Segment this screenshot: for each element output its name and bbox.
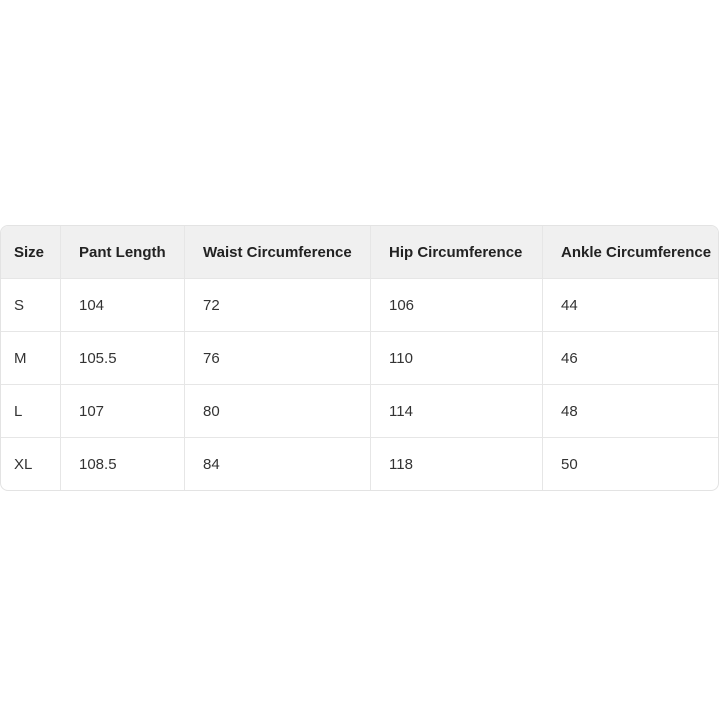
table-cell: 106 — [371, 279, 543, 332]
table-cell: 107 — [61, 385, 185, 438]
table-cell: 44 — [543, 279, 718, 332]
table-cell: L — [1, 385, 61, 438]
table-cell: 104 — [61, 279, 185, 332]
size-chart-table: Size Pant Length Waist Circumference Hip Ci… — [0, 225, 719, 491]
table-cell: M — [1, 332, 61, 385]
table-cell: 76 — [185, 332, 371, 385]
column-header: Ankle Circumference — [543, 226, 718, 279]
table-cell: 48 — [543, 385, 718, 438]
table-cell: 114 — [371, 385, 543, 438]
table-cell: 84 — [185, 438, 371, 490]
table-cell: 72 — [185, 279, 371, 332]
table-header-row: Size Pant Length Waist Circumference Hip Ci… — [1, 226, 718, 279]
table-cell: 50 — [561, 455, 578, 473]
table-row: L 107 80 114 48 — [1, 385, 718, 438]
column-header: Hip Circumference — [371, 226, 543, 279]
table-cell: 46 — [543, 332, 718, 385]
table-cell: S — [1, 279, 61, 332]
table-row: S 104 72 106 44 — [1, 279, 718, 332]
column-header: Size — [1, 226, 61, 279]
table-row: M 105.5 76 110 46 — [1, 332, 718, 385]
table-cell: 110 — [371, 332, 543, 385]
column-header: Pant Length — [61, 226, 185, 279]
table-cell: 108.5 — [61, 438, 185, 490]
table-cell: 80 — [185, 385, 371, 438]
table-cell: 105.5 — [61, 332, 185, 385]
table-cell: 118 — [371, 438, 543, 490]
table-row: XL 108.5 84 118 50 — [1, 438, 718, 490]
table-cell: XL — [1, 438, 61, 490]
column-header: Waist Circumference — [185, 226, 371, 279]
